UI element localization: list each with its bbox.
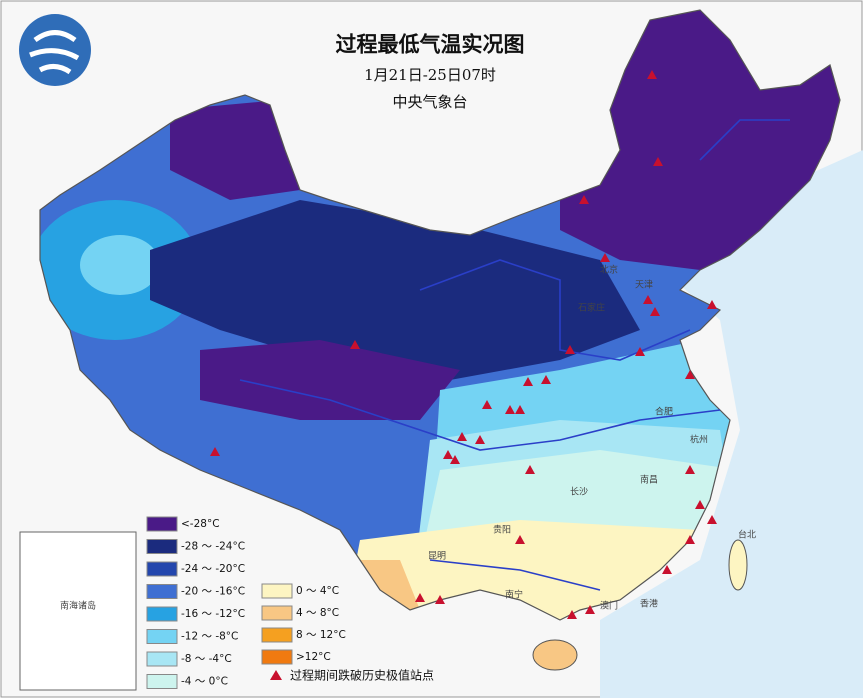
city-label: 澳门 (600, 600, 618, 612)
record-station (653, 157, 663, 166)
border (39, 9, 841, 621)
legend-label: 0 ～ 4°C (296, 585, 339, 597)
record-station (523, 377, 533, 386)
legend-swatch (146, 516, 178, 532)
city-label: 贵阳 (493, 524, 511, 536)
agency: 中央气象台 (392, 93, 467, 111)
record-station (643, 295, 653, 304)
legend-swatch (261, 627, 293, 643)
legend-label: -20 ～ -16°C (181, 586, 245, 598)
subtitle: 1月21日-25日07时 (364, 66, 496, 84)
record-station (210, 447, 220, 456)
record-station (567, 610, 577, 619)
rivers (239, 119, 790, 591)
record-station (505, 405, 515, 414)
record-station (443, 450, 453, 459)
record-station (565, 345, 575, 354)
legend-swatch (146, 674, 178, 689)
legend-label: -24 ～ -20°C (181, 563, 245, 575)
city-label: 杭州 (690, 434, 708, 446)
record-station (695, 500, 705, 509)
legend-swatch (146, 561, 178, 577)
legend-label: -28 ～ -24°C (181, 541, 245, 553)
city-label: 台北 (738, 529, 756, 541)
city-label: 北京 (600, 264, 618, 276)
record-station (350, 340, 360, 349)
record-station (579, 195, 589, 204)
record-station (647, 70, 657, 79)
record-station (475, 435, 485, 444)
legend-swatch (261, 583, 293, 599)
record-station (635, 347, 645, 356)
legend-swatch (146, 629, 178, 644)
legend-label: -4 ～ 0°C (181, 676, 228, 688)
inset-label: 南海诸岛 (60, 600, 96, 612)
city-label: 石家庄 (578, 302, 605, 314)
sea (600, 150, 863, 698)
legend-marker-label: 过程期间跌破历史极值站点 (290, 668, 434, 683)
record-station (457, 432, 467, 441)
city-label: 合肥 (655, 406, 673, 418)
record-station (662, 565, 672, 574)
city-label: 香港 (640, 598, 658, 610)
legend-label: -8 ～ -4°C (181, 653, 232, 665)
legend-label: <-28°C (181, 518, 220, 530)
hainan (532, 639, 578, 671)
title: 过程最低气温实况图 (336, 32, 525, 57)
record-station (541, 375, 551, 384)
legend-swatch (146, 651, 178, 667)
taiwan (728, 539, 748, 591)
record-station (525, 465, 535, 474)
legend-label: -12 ～ -8°C (181, 631, 238, 643)
legend-swatch (261, 649, 293, 665)
inset-box (19, 531, 137, 691)
city-label: 长沙 (570, 486, 588, 498)
legend-label: 8 ～ 12°C (296, 629, 346, 641)
record-station (415, 593, 425, 602)
legend-swatch (261, 605, 293, 621)
legend-swatch (146, 584, 178, 599)
record-station (435, 595, 445, 604)
record-station (685, 535, 695, 544)
record-station (685, 465, 695, 474)
record-station (707, 515, 717, 524)
record-station (585, 605, 595, 614)
city-label: 南昌 (640, 474, 658, 486)
record-station (515, 535, 525, 544)
legend-swatch (146, 539, 178, 554)
legend-label: >12°C (296, 651, 331, 663)
record-station (685, 370, 695, 379)
legend-label: 4 ～ 8°C (296, 607, 339, 619)
legend-swatch (146, 606, 178, 622)
legend-label: -16 ～ -12°C (181, 608, 245, 620)
record-station (707, 300, 717, 309)
legend-marker (270, 670, 282, 680)
record-station (515, 405, 525, 414)
record-station (482, 400, 492, 409)
city-label: 昆明 (428, 551, 446, 562)
record-station (450, 455, 460, 464)
record-station (650, 307, 660, 316)
city-label: 南宁 (505, 589, 523, 601)
city-label: 天津 (635, 280, 653, 291)
record-station (600, 253, 610, 262)
